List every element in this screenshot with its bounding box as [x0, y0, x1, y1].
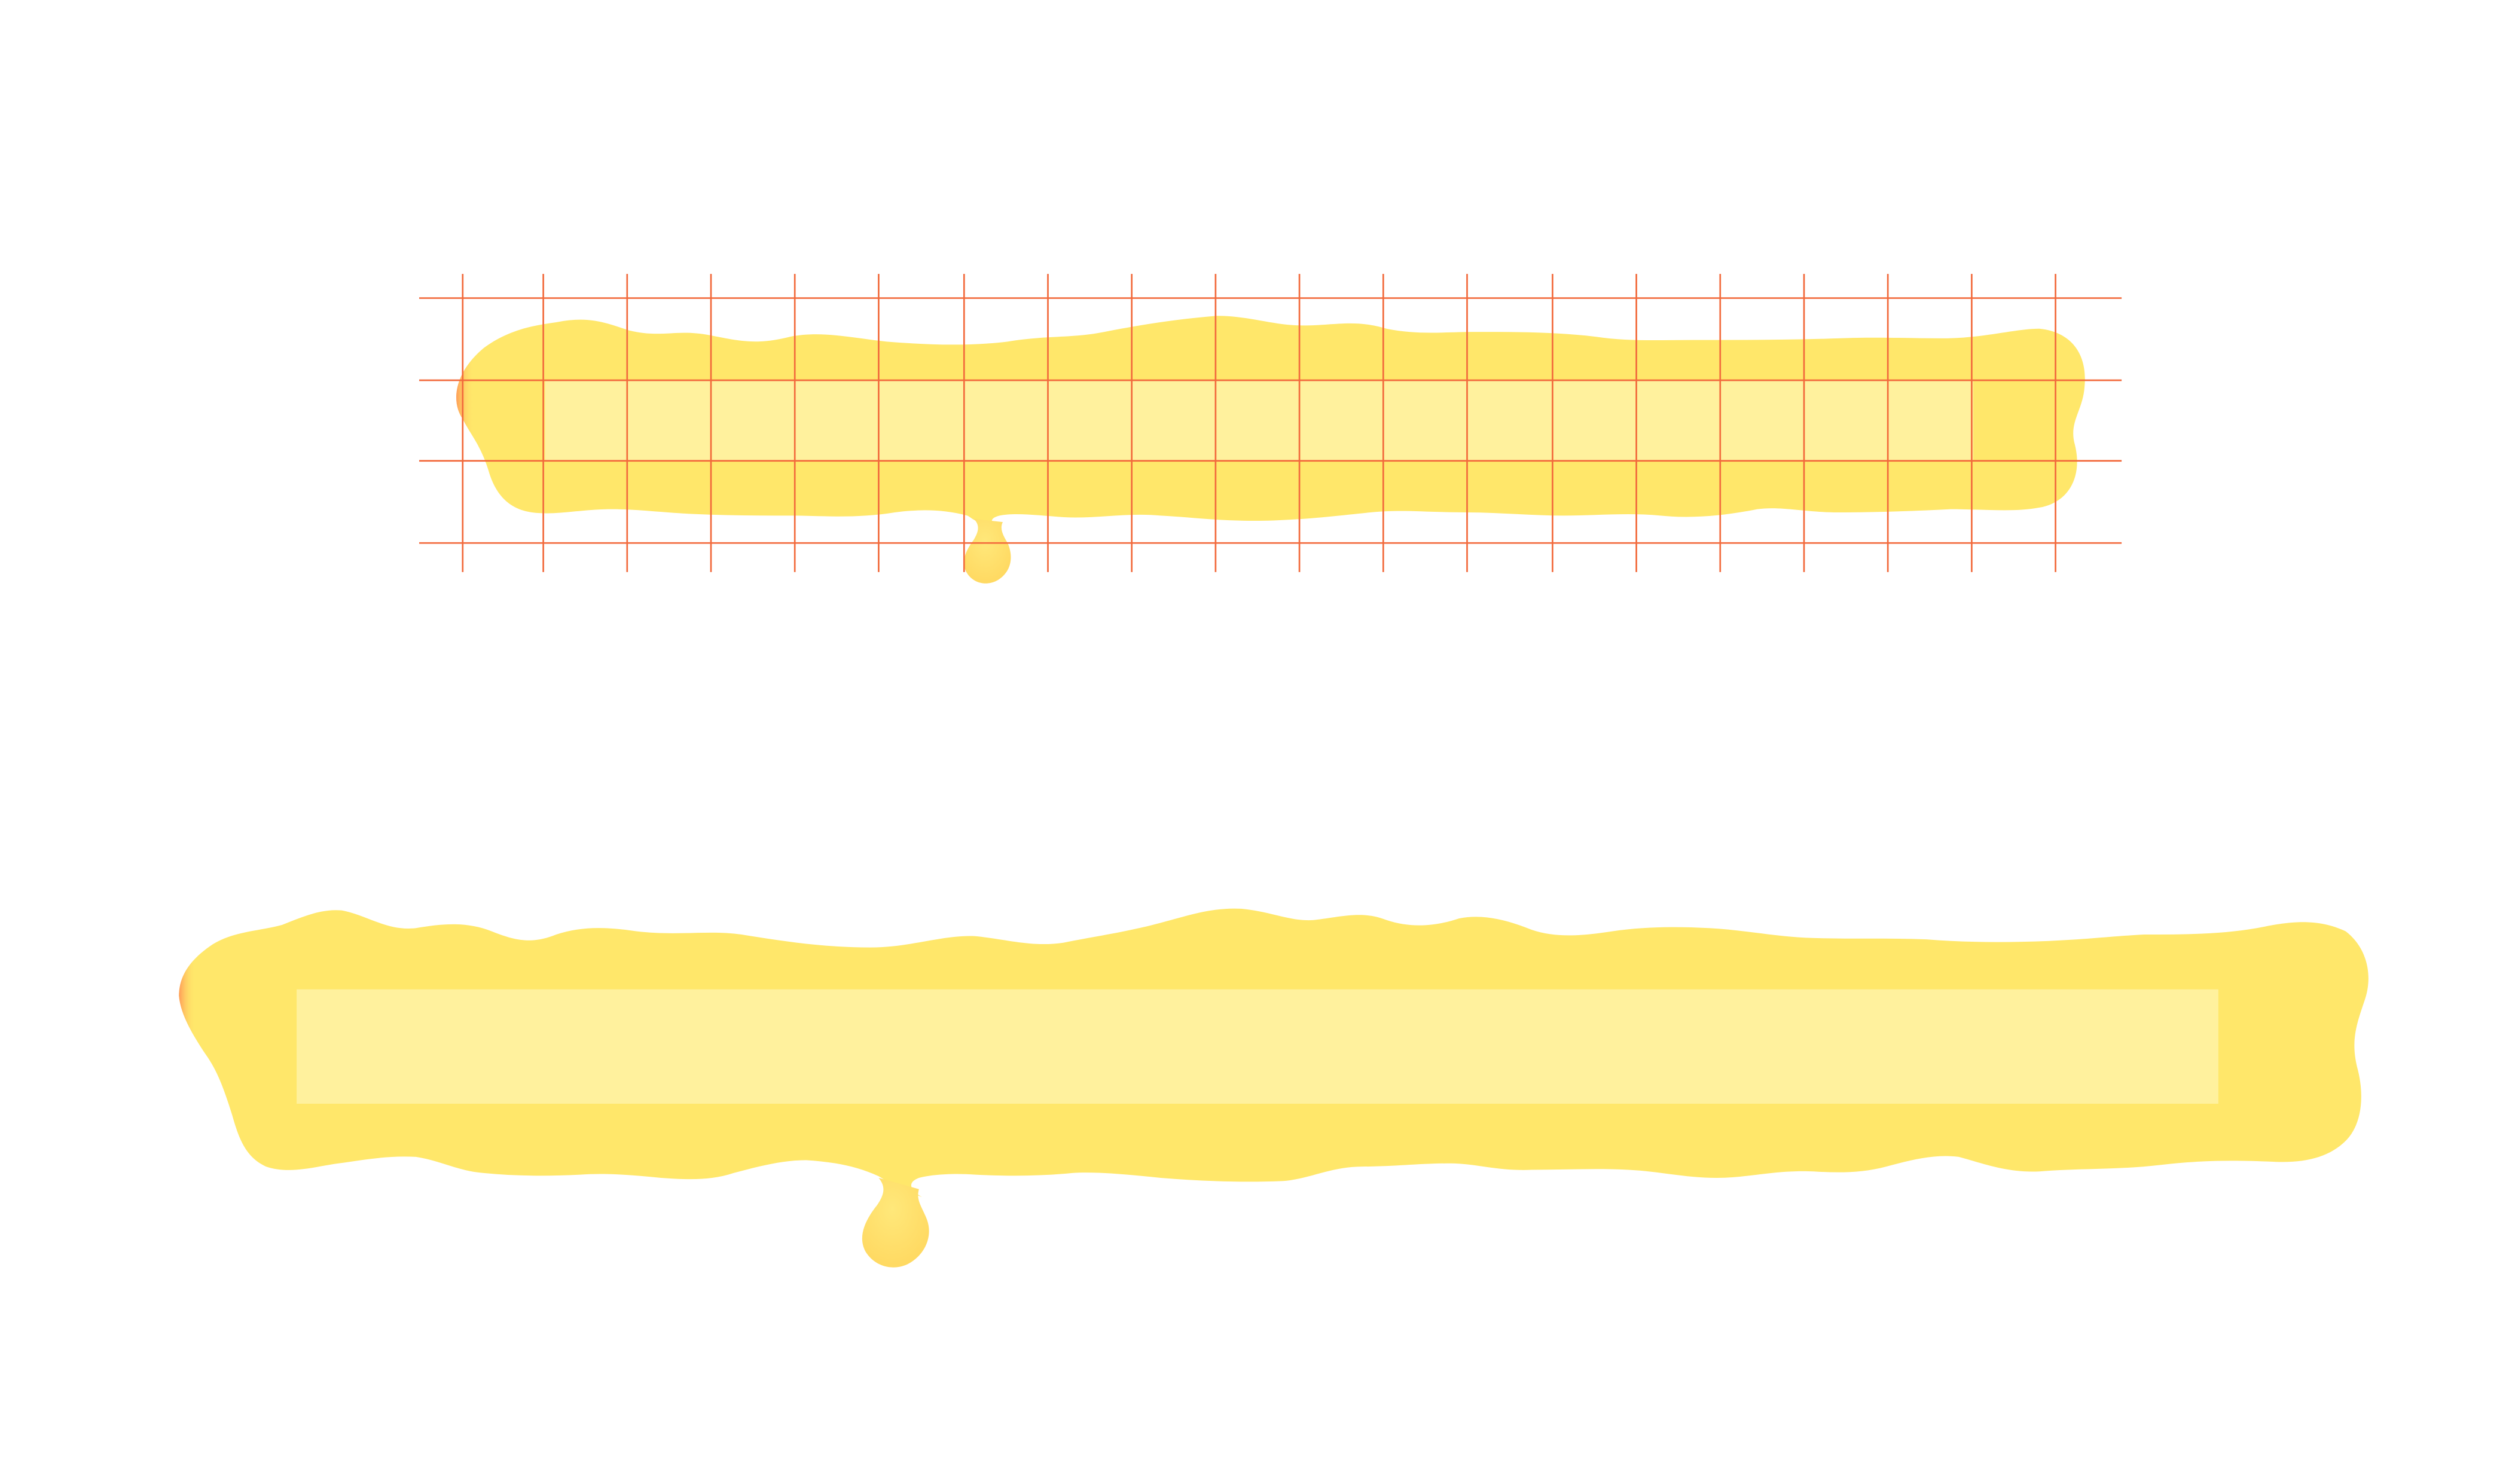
inner-panel: [545, 380, 1974, 461]
slime-bar-bottom: [179, 908, 2369, 1268]
guide-grid: [419, 274, 2122, 572]
slime-bar-top: [419, 274, 2122, 584]
inner-panel: [297, 989, 2218, 1104]
drip-drop: [862, 1177, 929, 1268]
drip-drop: [964, 518, 1011, 584]
